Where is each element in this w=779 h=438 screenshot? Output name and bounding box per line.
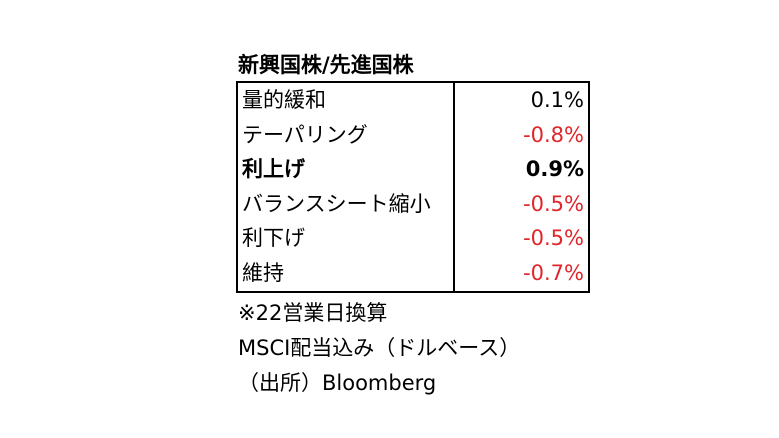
table-row: バランスシート縮小 -0.5% [238,187,588,222]
table-row: 量的緩和 0.1% [238,83,588,118]
row-value: -0.5% [523,191,584,216]
footnote-index: MSCI配当込み（ドルベース） [238,336,521,360]
data-table: 量的緩和 0.1% テーパリング -0.8% 利上げ 0.9% バランスシート縮… [236,81,590,293]
table-row: 利上げ 0.9% [238,152,588,187]
row-value: 0.9% [525,157,584,181]
row-label: 利下げ [242,226,305,250]
row-label: 利上げ [242,157,305,181]
row-value: -0.5% [523,226,584,250]
table-row: 利下げ -0.5% [238,221,588,256]
footnotes: ※22営業日換算 MSCI配当込み（ドルベース） （出所）Bloomberg [238,296,520,401]
row-label: バランスシート縮小 [242,191,431,216]
row-label: 維持 [242,260,284,285]
row-value: -0.7% [523,260,584,285]
footnote-source: （出所）Bloomberg [238,371,437,395]
table-row: テーパリング -0.8% [238,118,588,153]
footnote-basis: ※22営業日換算 [238,301,388,325]
table-title: 新興国株/先進国株 [238,53,414,77]
column-divider [453,83,455,291]
row-value: 0.1% [530,88,584,112]
row-label: テーパリング [242,122,368,147]
row-label: 量的緩和 [242,88,326,112]
row-value: -0.8% [523,122,584,147]
table-row: 維持 -0.7% [238,256,588,291]
